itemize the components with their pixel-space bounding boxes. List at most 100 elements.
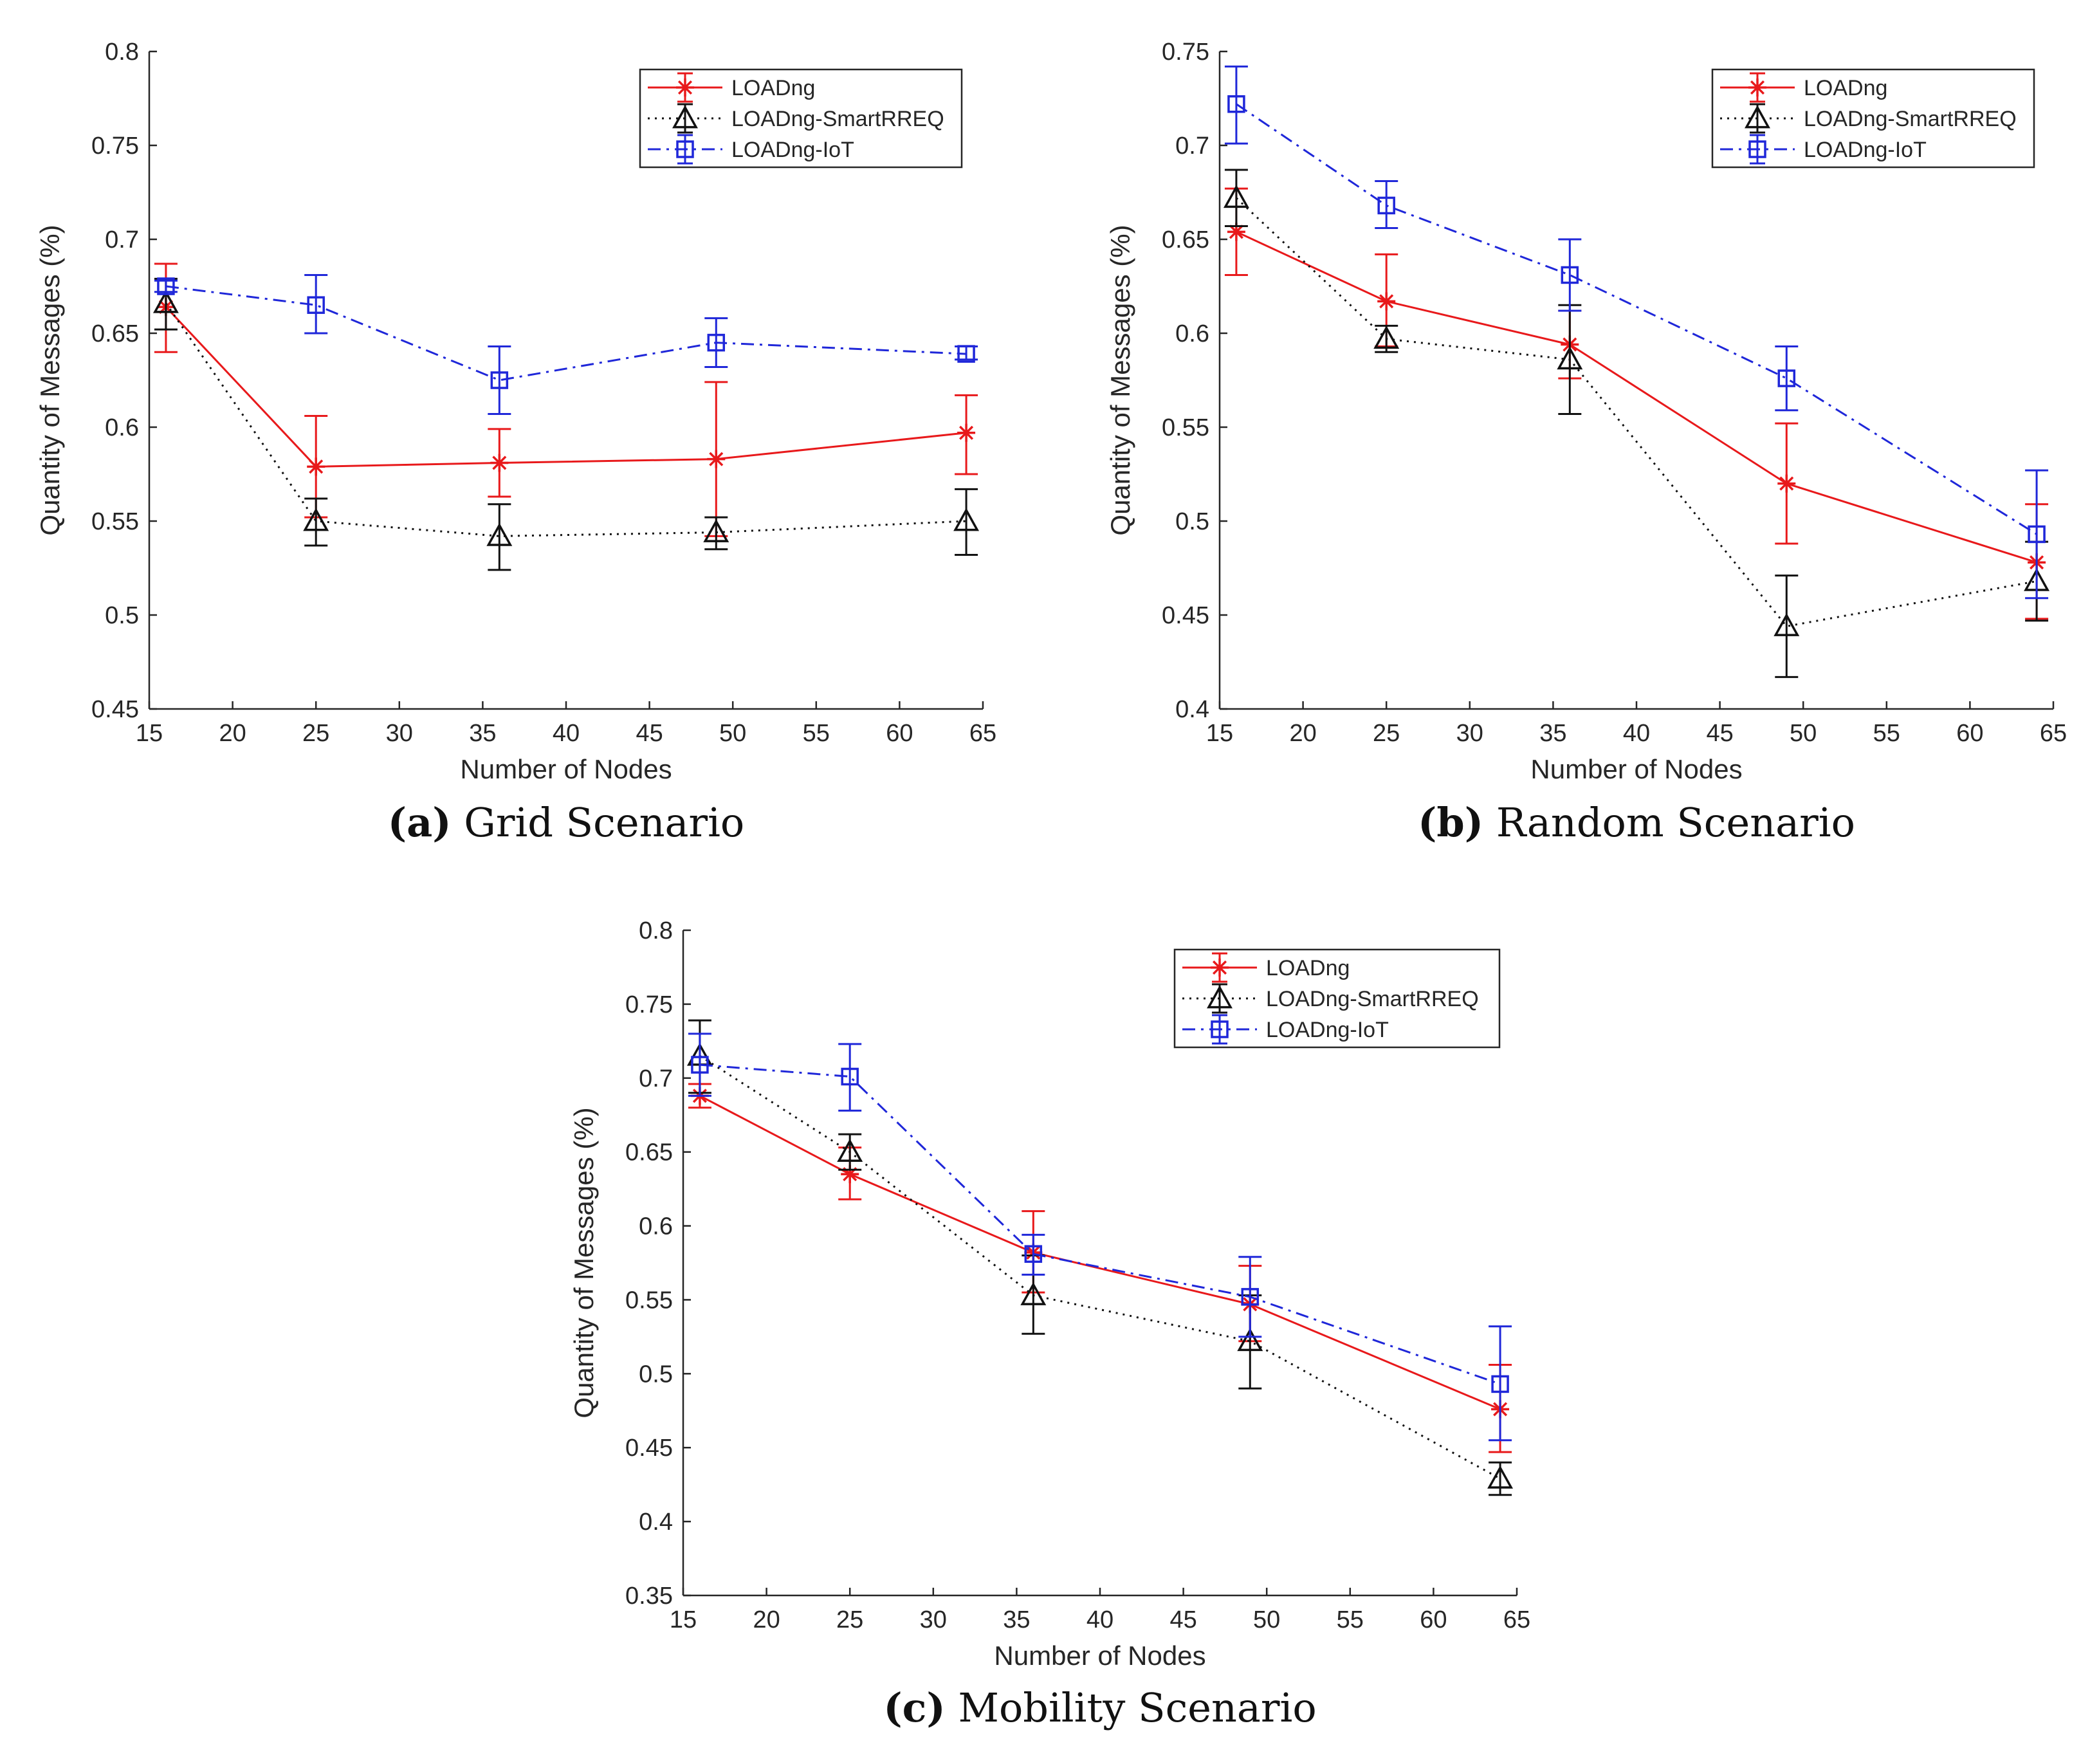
data-point [691,1056,709,1074]
y-tick-label: 0.75 [625,991,673,1018]
data-point [1377,292,1396,311]
x-tick-label: 20 [219,720,246,747]
x-axis-title: Number of Nodes [1530,754,1742,784]
error-bar [304,273,328,335]
data-point [1561,266,1579,284]
data-point [1020,1282,1047,1305]
x-tick-label: 60 [1956,720,1983,747]
data-point [703,519,729,542]
error-bar [304,497,328,547]
legend-label: LOADng [731,76,815,100]
data-point [1557,346,1583,370]
x-tick-label: 55 [803,720,830,747]
data-point [1227,95,1245,113]
data-point [1024,1245,1043,1263]
x-tick-label: 30 [1456,720,1483,747]
data-point [1227,223,1245,241]
y-tick-label: 0.8 [639,917,673,944]
error-bar [1775,574,1799,678]
x-tick-label: 40 [553,720,580,747]
series-line [1235,197,2037,628]
data-point [2028,525,2046,544]
legend: LOADng LOADng-SmartRREQ LOADng-IoT [639,68,963,169]
error-bar [1775,345,1799,412]
legend-item: LOADng-IoT [648,134,854,165]
error-bar [1375,179,1398,229]
caption-letter: (a) [388,799,452,846]
y-tick-label: 0.35 [625,1583,673,1610]
data-point [1377,196,1395,215]
x-tick-label: 15 [670,1606,697,1633]
series-loadng-smartrreq [1223,169,2050,678]
data-point [707,450,726,468]
x-tick-label: 50 [1790,720,1817,747]
x-tick-label: 55 [1337,1606,1364,1633]
legend-item: LOADng [648,72,815,103]
series-line [699,1063,1501,1385]
legend-item: LOADng-SmartRREQ [1720,103,2017,134]
x-tick-label: 65 [2040,720,2067,747]
y-tick-label: 0.65 [625,1139,673,1166]
x-tick-label: 30 [386,720,413,747]
y-tick-label: 0.8 [105,39,139,66]
data-point [1373,326,1400,349]
data-point [307,457,325,476]
legend-error-bar [677,134,693,165]
caption-letter: (b) [1418,799,1483,846]
error-bar [1224,65,1248,145]
y-axis-title: Quantity of Messages (%) [35,225,65,535]
data-point [1237,1328,1263,1352]
x-tick-label: 40 [1086,1606,1114,1633]
legend-marker [1748,78,1766,96]
data-point [303,508,329,531]
caption-letter: (c) [883,1684,945,1731]
series-loadng [688,1083,1512,1453]
data-point [1223,185,1249,208]
error-bar [1224,169,1248,228]
figure-caption: (b) Random Scenario [1418,799,1855,846]
legend-label: LOADng-IoT [731,138,854,162]
series-line [1236,103,2037,535]
x-tick-label: 15 [136,720,163,747]
y-tick-label: 0.45 [625,1435,673,1462]
legend-item: LOADng-IoT [1182,1014,1389,1045]
y-tick-label: 0.55 [1162,414,1209,441]
y-tick-label: 0.75 [1162,39,1209,66]
data-point [953,508,980,531]
y-tick-label: 0.65 [1162,226,1209,253]
chart-c: 15 20 25 30 35 40 45 50 55 60 65 0.35 0.4 0.45 0.5 0.55… [569,917,1530,1731]
error-bar [1022,1233,1045,1276]
series-line [699,1055,1501,1480]
x-tick-label: 65 [1503,1606,1530,1633]
x-tick-label: 40 [1623,720,1650,747]
x-tick-label: 25 [302,720,329,747]
series-loadng-smartrreq [152,277,980,571]
data-point [490,454,509,472]
x-tick-label: 45 [1706,720,1733,747]
series-line [699,1095,1501,1410]
y-axis-title: Quantity of Messages (%) [1105,225,1135,535]
x-tick-label: 25 [836,1606,863,1633]
legend-marker [1211,959,1229,977]
error-bar [688,1033,711,1097]
legend-label: LOADng-SmartRREQ [731,107,944,131]
caption-text: Mobility Scenario [946,1684,1317,1731]
chart-a: 15 20 25 30 35 40 45 50 55 60 65 0.45 0.5 0.55 0.6 0.65… [35,39,996,846]
legend-item: LOADng-IoT [1720,134,1927,165]
data-point [1491,1375,1509,1393]
error-bar [488,503,511,571]
legend-label: LOADng-SmartRREQ [1804,107,2017,131]
legend-error-bar [1750,134,1765,165]
y-tick-label: 0.6 [1175,320,1209,347]
legend-marker [1745,105,1770,129]
y-tick-label: 0.7 [105,226,139,253]
y-tick-label: 0.55 [625,1287,673,1314]
y-tick-label: 0.55 [91,508,139,535]
y-tick-label: 0.5 [639,1361,673,1388]
x-tick-label: 30 [920,1606,947,1633]
data-point [1241,1288,1260,1306]
legend-item: LOADng-SmartRREQ [648,103,944,134]
x-tick-label: 50 [719,720,746,747]
figure-caption: (c) Mobility Scenario [883,1684,1316,1731]
y-tick-label: 0.45 [1162,602,1209,629]
